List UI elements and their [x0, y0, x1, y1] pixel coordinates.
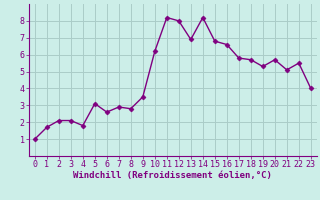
X-axis label: Windchill (Refroidissement éolien,°C): Windchill (Refroidissement éolien,°C) — [73, 171, 272, 180]
